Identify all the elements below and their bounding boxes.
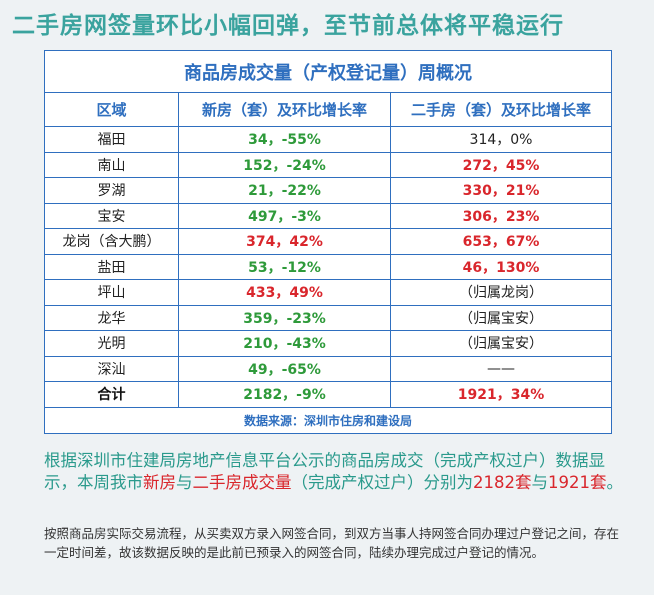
district-cell: 宝安 bbox=[44, 202, 179, 229]
value-cell: 152，-24% bbox=[178, 151, 391, 178]
value-cell: 374，42% bbox=[178, 228, 391, 255]
summary-paragraph: 根据深圳市住建局房地产信息平台公示的商品房成交（完成产权过户）数据显示，本周我市… bbox=[44, 450, 624, 494]
summary-text: 新房 bbox=[143, 473, 176, 492]
value-cell: 359，-23% bbox=[178, 304, 391, 331]
summary-table: 商品房成交量（产权登记量）周概况 区域 新房（套）及环比增长率 二手房（套）及环比增… bbox=[43, 50, 613, 434]
table-row: 龙华 359，-23% （归属宝安） bbox=[44, 304, 613, 331]
source-row: 数据来源：深圳市住房和建设局 bbox=[43, 406, 613, 434]
value-cell: 433，49% bbox=[178, 279, 391, 306]
value-cell: 314，0% bbox=[389, 126, 613, 153]
table-row: 南山 152，-24% 272，45% bbox=[44, 151, 613, 178]
value-cell: 49，-65% bbox=[178, 355, 391, 382]
district-cell: 龙华 bbox=[44, 304, 179, 331]
value-cell: 2182，-9% bbox=[178, 381, 391, 408]
summary-text: 二手房成交量 bbox=[192, 473, 292, 492]
district-cell: 罗湖 bbox=[44, 177, 179, 204]
value-cell: 653，67% bbox=[389, 228, 613, 255]
column-header: 新房（套）及环比增长率 bbox=[178, 92, 391, 127]
page-title: 二手房网签量环比小幅回弹，至节前总体将平稳运行 bbox=[12, 13, 564, 39]
table-row: 龙岗（含大鹏） 374，42% 653，67% bbox=[44, 228, 613, 255]
summary-text: 。 bbox=[606, 473, 624, 492]
table-title-row: 商品房成交量（产权登记量）周概况 bbox=[43, 50, 613, 93]
value-cell: （归属宝安） bbox=[389, 330, 613, 357]
table-row: 坪山 433，49% （归属龙岗） bbox=[44, 279, 613, 306]
value-cell: 272，45% bbox=[389, 151, 613, 178]
value-cell: 21，-22% bbox=[178, 177, 391, 204]
district-cell: 坪山 bbox=[44, 279, 179, 306]
district-cell: 光明 bbox=[44, 330, 179, 357]
value-cell: 46，130% bbox=[389, 253, 613, 280]
table-row: 光明 210，-43% （归属宝安） bbox=[44, 330, 613, 357]
table-row: 宝安 497，-3% 306，23% bbox=[44, 202, 613, 229]
table-row: 合计 2182，-9% 1921，34% bbox=[44, 381, 613, 408]
table-row: 深汕 49，-65% —— bbox=[44, 355, 613, 382]
district-cell: 深汕 bbox=[44, 355, 179, 382]
district-cell: 合计 bbox=[44, 381, 179, 408]
district-cell: 盐田 bbox=[44, 253, 179, 280]
summary-text: （完成产权过户）分别为 bbox=[291, 473, 474, 492]
value-cell: 306，23% bbox=[389, 202, 613, 229]
district-cell: 龙岗（含大鹏） bbox=[44, 228, 179, 255]
note-paragraph: 按照商品房实际交易流程，从买卖双方录入网签合同，到双方当事人持网签合同办理过户登… bbox=[44, 526, 620, 560]
value-cell: 53，-12% bbox=[178, 253, 391, 280]
table-row: 盐田 53，-12% 46，130% bbox=[44, 253, 613, 280]
column-header: 二手房（套）及环比增长率 bbox=[389, 92, 613, 127]
value-cell: 497，-3% bbox=[178, 202, 391, 229]
table-row: 福田 34，-55% 314，0% bbox=[44, 126, 613, 153]
summary-text: 根据深圳市住建局房地产信息平台公示的商品房成交（完成产权过户）数据显示，本周我市 bbox=[44, 451, 605, 492]
district-cell: 南山 bbox=[44, 151, 179, 178]
value-cell: —— bbox=[389, 355, 613, 382]
table-row: 罗湖 21，-22% 330，21% bbox=[44, 177, 613, 204]
table-title: 商品房成交量（产权登记量）周概况 bbox=[43, 50, 613, 93]
summary-text: 1921套 bbox=[548, 473, 607, 492]
value-cell: （归属宝安） bbox=[389, 304, 613, 331]
source-note: 数据来源：深圳市住房和建设局 bbox=[43, 406, 613, 434]
header-row: 区域 新房（套）及环比增长率 二手房（套）及环比增长率 bbox=[44, 92, 613, 127]
value-cell: 1921，34% bbox=[389, 381, 613, 408]
value-cell: 330，21% bbox=[389, 177, 613, 204]
value-cell: 210，-43% bbox=[178, 330, 391, 357]
summary-text: 与 bbox=[176, 473, 193, 492]
table-body: 商品房成交量（产权登记量）周概况 区域 新房（套）及环比增长率 二手房（套）及环比增… bbox=[43, 50, 613, 434]
column-header: 区域 bbox=[44, 92, 179, 127]
value-cell: 34，-55% bbox=[178, 126, 391, 153]
value-cell: （归属龙岗） bbox=[389, 279, 613, 306]
summary-text: 与 bbox=[531, 473, 549, 492]
district-cell: 福田 bbox=[44, 126, 179, 153]
summary-text: 2182套 bbox=[473, 473, 532, 492]
